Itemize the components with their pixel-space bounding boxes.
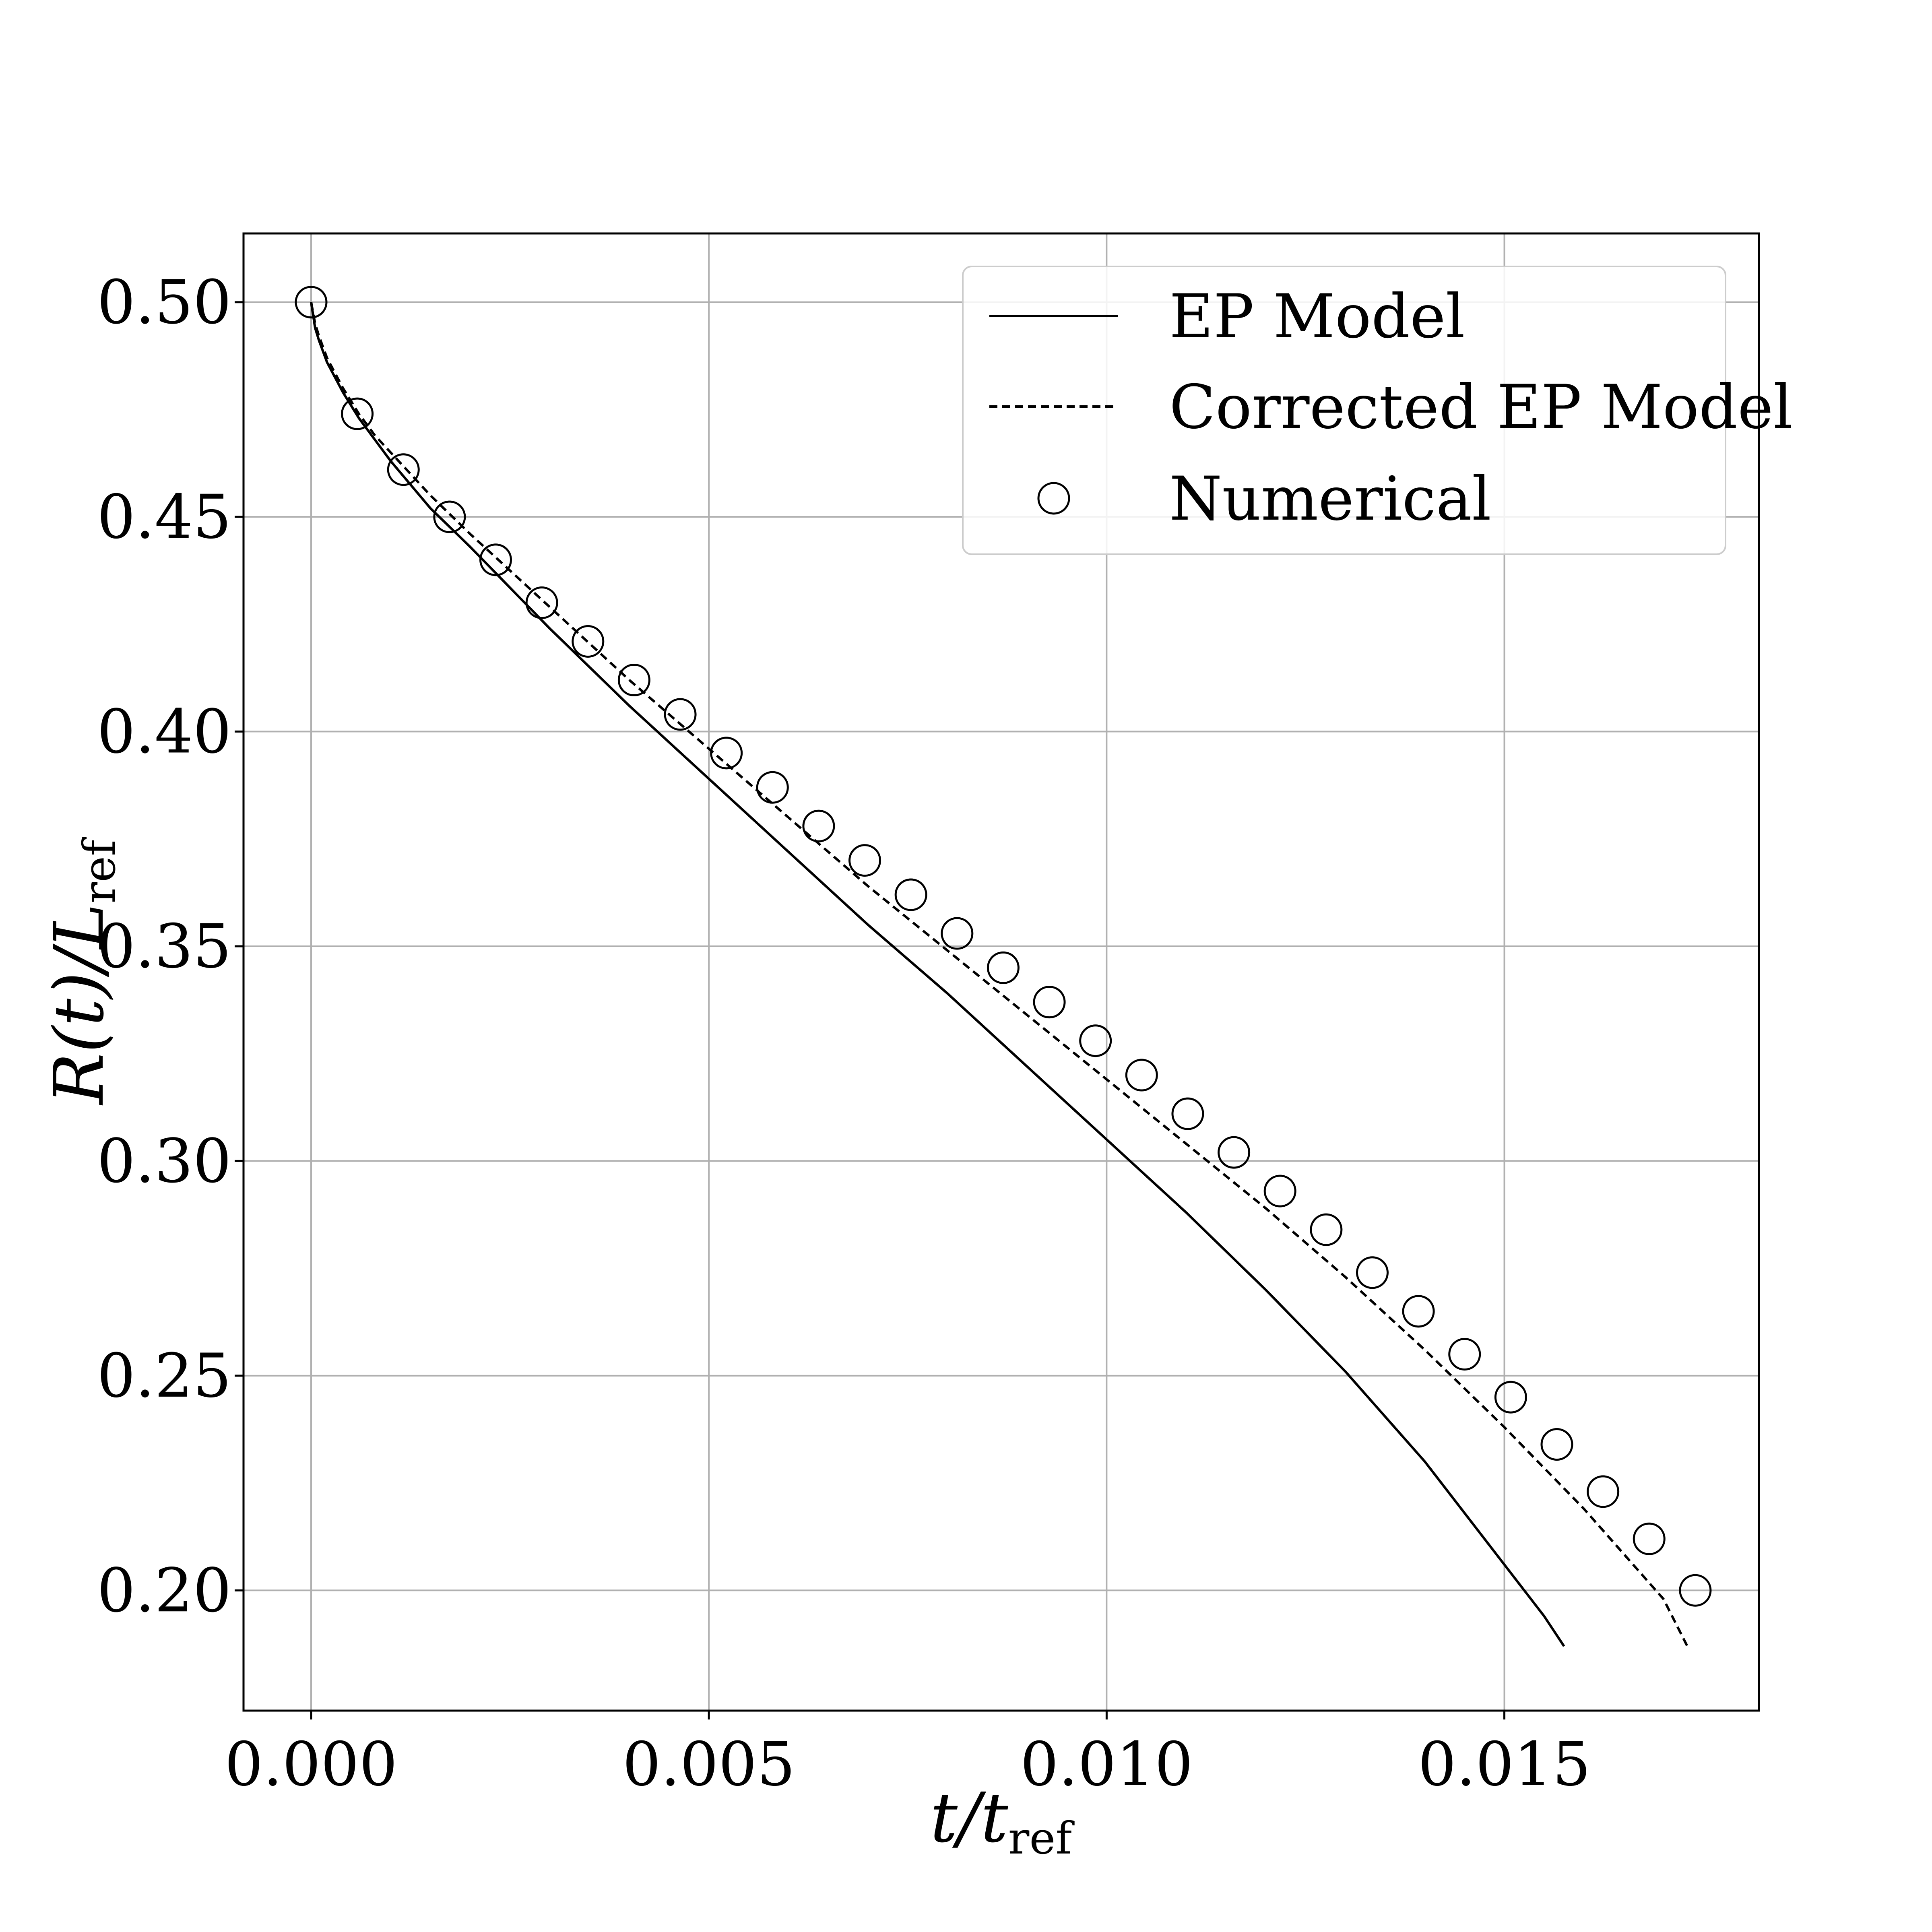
numerical-point [525, 586, 558, 619]
numerical-point [479, 543, 512, 576]
numerical-point [1402, 1295, 1435, 1328]
numerical-point [664, 698, 697, 731]
ep-model-line [310, 302, 1565, 1647]
x-axis-label: t/tref [930, 1778, 1075, 1864]
numerical-point [1494, 1381, 1527, 1414]
legend-label-numerical: Numerical [1169, 464, 1491, 534]
legend-swatch-numerical [1037, 482, 1070, 515]
y-tick-label: 0.35 [97, 912, 231, 982]
y-tick-label: 0.45 [97, 482, 231, 552]
y-tick-label: 0.40 [97, 697, 231, 767]
x-axis-label-sub: ref [1008, 1812, 1075, 1864]
numerical-point [1310, 1213, 1343, 1246]
legend: EP Model Corrected EP Model Numerical [962, 266, 1793, 555]
corrected-ep-model-line [310, 302, 1688, 1647]
numerical-point [756, 771, 789, 804]
numerical-point [941, 917, 974, 950]
numerical-point [1356, 1256, 1389, 1289]
numerical-point [710, 737, 743, 770]
y-axis-label-sub: ref [74, 837, 125, 904]
numerical-point [1171, 1097, 1204, 1130]
x-axis-label-main: t/t [930, 1778, 1009, 1858]
numerical-point [1540, 1428, 1573, 1461]
plot-series [295, 286, 1712, 1647]
x-tick-label: 0.015 [1418, 1730, 1591, 1800]
y-tick-label: 0.30 [97, 1126, 231, 1196]
numerical-point [848, 844, 881, 877]
legend-box [962, 266, 1726, 555]
numerical-point [1218, 1136, 1251, 1169]
numerical-point [433, 500, 466, 533]
numerical-point [617, 664, 650, 697]
numerical-point [1633, 1522, 1666, 1555]
numerical-point [1079, 1024, 1112, 1057]
numerical-point [987, 951, 1020, 984]
numerical-point [894, 878, 927, 911]
numerical-point [1448, 1338, 1481, 1371]
numerical-point [572, 625, 605, 658]
x-tick-label: 0.005 [622, 1730, 795, 1800]
y-tick-label: 0.20 [97, 1556, 231, 1626]
y-axis-label-main: R(t)/L [39, 904, 119, 1106]
y-tick-label: 0.50 [97, 268, 231, 338]
y-tick-label: 0.25 [97, 1341, 231, 1411]
axis-ticks: 0.000 0.005 0.010 0.015 0.20 0.25 0.30 0.35 0.40… [97, 268, 1591, 1800]
legend-label-ep-model: EP Model [1169, 282, 1465, 352]
numerical-point [1033, 986, 1066, 1019]
x-tick-label: 0.010 [1020, 1730, 1193, 1800]
x-tick-label: 0.000 [225, 1730, 397, 1800]
numerical-point [1263, 1174, 1296, 1208]
y-axis-label: R(t)/Lref [39, 837, 125, 1106]
numerical-point [1587, 1475, 1620, 1508]
numerical-point [295, 286, 328, 319]
numerical-point [1679, 1574, 1712, 1607]
plot-frame [242, 232, 1760, 1712]
legend-label-corrected-ep-model: Corrected EP Model [1169, 372, 1793, 442]
numerical-point [1125, 1059, 1158, 1092]
numerical-point [387, 453, 420, 486]
numerical-point [802, 809, 835, 842]
numerical-point [341, 397, 374, 430]
